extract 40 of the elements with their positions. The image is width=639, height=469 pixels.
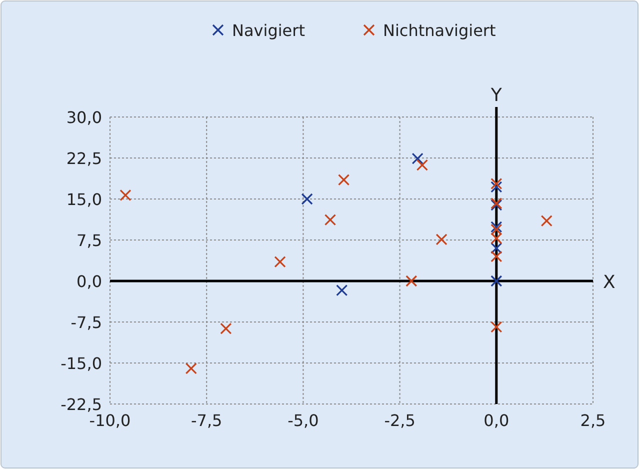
point <box>220 322 232 334</box>
y-tick-label: 15,0 <box>66 190 102 209</box>
point <box>490 178 502 190</box>
point <box>490 275 502 287</box>
point <box>490 221 502 233</box>
y-tick-label: 30,0 <box>66 108 102 127</box>
point <box>490 321 502 333</box>
point <box>301 193 313 205</box>
point <box>416 159 428 171</box>
point <box>185 362 197 374</box>
x-axis-title: X <box>603 272 616 293</box>
point <box>490 232 502 244</box>
y-axis-title: Y <box>490 85 503 106</box>
point <box>490 250 502 262</box>
x-tick-label: -5,0 <box>288 411 319 430</box>
x-tick-label: -7,5 <box>190 411 222 430</box>
point <box>540 215 552 227</box>
point <box>436 234 448 246</box>
x-tick-label: 0,0 <box>484 411 510 430</box>
point <box>490 242 502 254</box>
x-tick-label: 2,5 <box>580 411 606 430</box>
point <box>274 256 286 268</box>
y-tick-label: -22,5 <box>60 395 102 414</box>
legend-label: Navigiert <box>232 21 305 40</box>
y-tick-label: 7,5 <box>76 231 102 250</box>
legend-label: Nichtnavigiert <box>383 21 496 40</box>
x-tick-label: -2,5 <box>384 411 416 430</box>
y-tick-label: -7,5 <box>70 313 102 332</box>
point <box>336 284 348 296</box>
point <box>490 224 502 236</box>
point <box>406 275 418 287</box>
point <box>490 181 502 193</box>
y-tick-label: 22,5 <box>66 149 102 168</box>
y-tick-label: 0,0 <box>76 272 102 291</box>
point <box>338 174 350 186</box>
point <box>120 189 132 201</box>
point <box>324 214 336 226</box>
x-tick-label: -10,0 <box>89 411 131 430</box>
point <box>412 152 424 164</box>
y-tick-label: -15,0 <box>60 354 102 373</box>
